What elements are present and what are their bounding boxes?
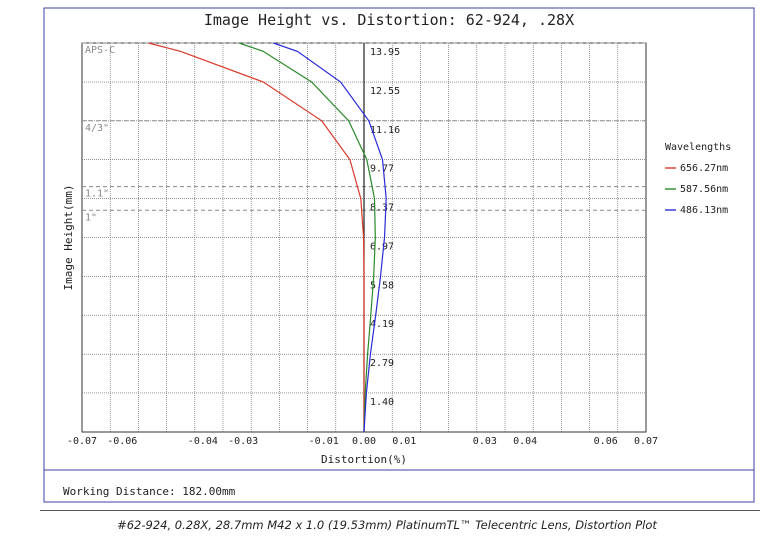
y-tick-label: 8.37 bbox=[370, 203, 394, 214]
sensor-line-label: 1" bbox=[85, 212, 97, 223]
x-tick-label: 0.06 bbox=[594, 436, 618, 447]
series-line bbox=[273, 42, 387, 433]
legend-title: Wavelengths bbox=[665, 142, 731, 153]
y-tick-label: 6.97 bbox=[370, 242, 394, 253]
y-axis-label: Image Height(mm) bbox=[62, 185, 75, 291]
y-tick-label: 9.77 bbox=[370, 164, 394, 175]
series-line bbox=[238, 42, 376, 433]
y-tick-label: 12.55 bbox=[370, 86, 400, 97]
legend-entry-label: 486.13nm bbox=[680, 205, 728, 216]
x-tick-label: 0.00 bbox=[352, 436, 376, 447]
x-tick-label: -0.01 bbox=[309, 436, 339, 447]
x-axis-label: Distortion(%) bbox=[321, 453, 407, 466]
series-line bbox=[148, 42, 365, 432]
working-distance-text: Working Distance: 182.00mm bbox=[63, 485, 236, 498]
chart-outer-border bbox=[43, 7, 755, 503]
x-tick-label: -0.06 bbox=[107, 436, 137, 447]
sensor-line-label: 4/3" bbox=[85, 123, 109, 134]
y-tick-label: 4.19 bbox=[370, 319, 394, 330]
chart-title: Image Height vs. Distortion: 62-924, .28… bbox=[204, 11, 574, 29]
x-tick-label: -0.03 bbox=[228, 436, 258, 447]
sensor-line-label: APS-C bbox=[85, 45, 115, 56]
x-tick-label: -0.07 bbox=[67, 436, 97, 447]
y-tick-label: 2.79 bbox=[370, 358, 394, 369]
legend-entry-label: 656.27nm bbox=[680, 163, 728, 174]
x-tick-label: 0.07 bbox=[634, 436, 658, 447]
y-tick-label: 1.40 bbox=[370, 397, 394, 408]
x-tick-label: -0.04 bbox=[188, 436, 218, 447]
plot-area: APS-C 4/3" 1.1" 1" 1.40 2.79 4.19 5.58 6.97 8.37 9… bbox=[62, 42, 731, 466]
x-tick-label: 0.03 bbox=[473, 436, 497, 447]
y-tick-label: 5.58 bbox=[370, 280, 394, 291]
legend-entry-label: 587.56nm bbox=[680, 184, 728, 195]
y-tick-label: 13.95 bbox=[370, 47, 400, 58]
y-tick-label: 11.16 bbox=[370, 125, 400, 136]
figure-caption: #62-924, 0.28X, 28.7mm M42 x 1.0 (19.53m… bbox=[117, 518, 657, 532]
x-tick-label: 0.04 bbox=[513, 436, 537, 447]
sensor-line-label: 1.1" bbox=[85, 189, 109, 200]
x-tick-label: 0.01 bbox=[392, 436, 416, 447]
caption-rule bbox=[40, 510, 760, 511]
